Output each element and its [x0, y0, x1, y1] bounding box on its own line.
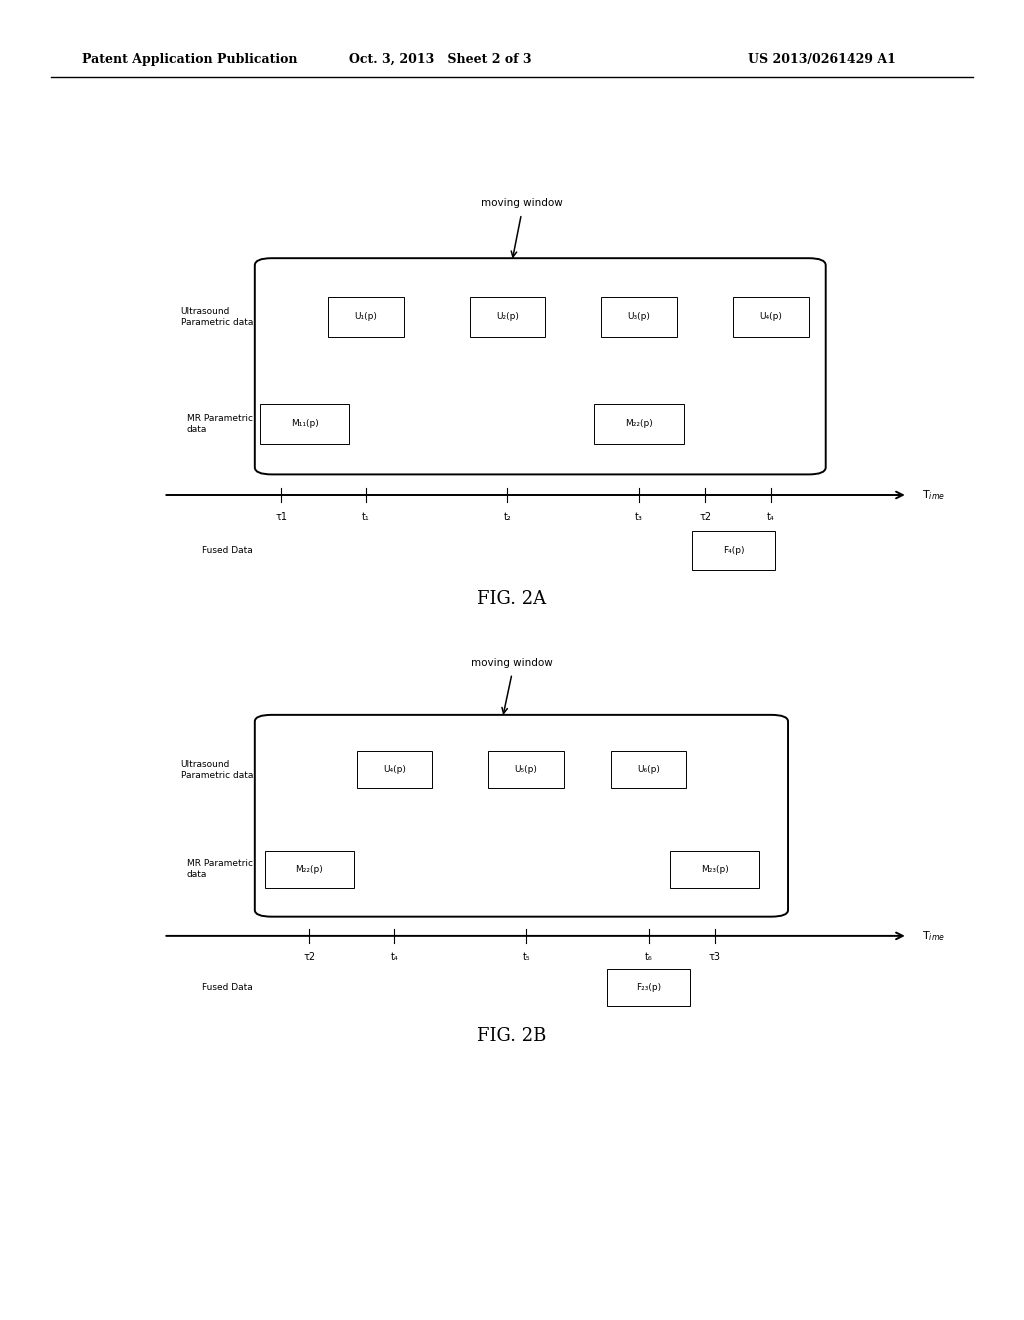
- Text: t₃: t₃: [635, 512, 643, 521]
- Text: Ultrasound
Parametric data: Ultrasound Parametric data: [180, 759, 253, 780]
- FancyBboxPatch shape: [264, 851, 354, 888]
- Text: τ2: τ2: [699, 512, 712, 521]
- Text: FIG. 2A: FIG. 2A: [477, 590, 547, 609]
- FancyBboxPatch shape: [607, 969, 690, 1006]
- Text: t₄: t₄: [767, 512, 775, 521]
- Text: U₂(p): U₂(p): [496, 313, 519, 321]
- Text: t₅: t₅: [522, 952, 530, 962]
- Text: M₂₃(p): M₂₃(p): [700, 865, 728, 874]
- Text: t₁: t₁: [362, 512, 370, 521]
- Text: F₂₃(p): F₂₃(p): [636, 983, 662, 993]
- Text: Fused Data: Fused Data: [202, 983, 253, 993]
- Text: M₂₂(p): M₂₂(p): [626, 420, 653, 428]
- Text: US 2013/0261429 A1: US 2013/0261429 A1: [748, 53, 895, 66]
- Text: Fused Data: Fused Data: [202, 546, 253, 554]
- Text: F₄(p): F₄(p): [723, 546, 744, 554]
- Text: M₂₂(p): M₂₂(p): [296, 865, 324, 874]
- Text: MR Parametric
data: MR Parametric data: [187, 859, 253, 879]
- Text: Oct. 3, 2013   Sheet 2 of 3: Oct. 3, 2013 Sheet 2 of 3: [349, 53, 531, 66]
- FancyBboxPatch shape: [255, 259, 825, 474]
- Text: U₁(p): U₁(p): [354, 313, 378, 321]
- Text: t₂: t₂: [504, 512, 511, 521]
- FancyBboxPatch shape: [692, 531, 775, 570]
- Text: MR Parametric
data: MR Parametric data: [187, 413, 253, 434]
- Text: U₆(p): U₆(p): [637, 766, 660, 774]
- FancyBboxPatch shape: [260, 404, 349, 444]
- FancyBboxPatch shape: [329, 297, 403, 337]
- Text: moving window: moving window: [480, 198, 562, 209]
- Text: τ3: τ3: [709, 952, 721, 962]
- FancyBboxPatch shape: [733, 297, 809, 337]
- Text: Ultrasound
Parametric data: Ultrasound Parametric data: [180, 306, 253, 327]
- Text: moving window: moving window: [471, 657, 553, 668]
- Text: U₃(p): U₃(p): [628, 313, 650, 321]
- Text: M₁₁(p): M₁₁(p): [291, 420, 318, 428]
- Text: U₅(p): U₅(p): [515, 766, 538, 774]
- Text: τ1: τ1: [275, 512, 287, 521]
- Text: τ2: τ2: [303, 952, 315, 962]
- Text: U₄(p): U₄(p): [383, 766, 406, 774]
- FancyBboxPatch shape: [601, 297, 677, 337]
- Text: U₄(p): U₄(p): [760, 313, 782, 321]
- FancyBboxPatch shape: [356, 751, 432, 788]
- FancyBboxPatch shape: [595, 404, 684, 444]
- FancyBboxPatch shape: [670, 851, 760, 888]
- FancyBboxPatch shape: [255, 715, 788, 916]
- Text: t₆: t₆: [645, 952, 652, 962]
- Text: t₄: t₄: [390, 952, 398, 962]
- FancyBboxPatch shape: [470, 297, 545, 337]
- Text: T$_{ime}$: T$_{ime}$: [922, 929, 945, 942]
- Text: FIG. 2B: FIG. 2B: [477, 1027, 547, 1045]
- FancyBboxPatch shape: [611, 751, 686, 788]
- Text: Patent Application Publication: Patent Application Publication: [82, 53, 297, 66]
- Text: T$_{ime}$: T$_{ime}$: [922, 488, 945, 502]
- FancyBboxPatch shape: [488, 751, 564, 788]
